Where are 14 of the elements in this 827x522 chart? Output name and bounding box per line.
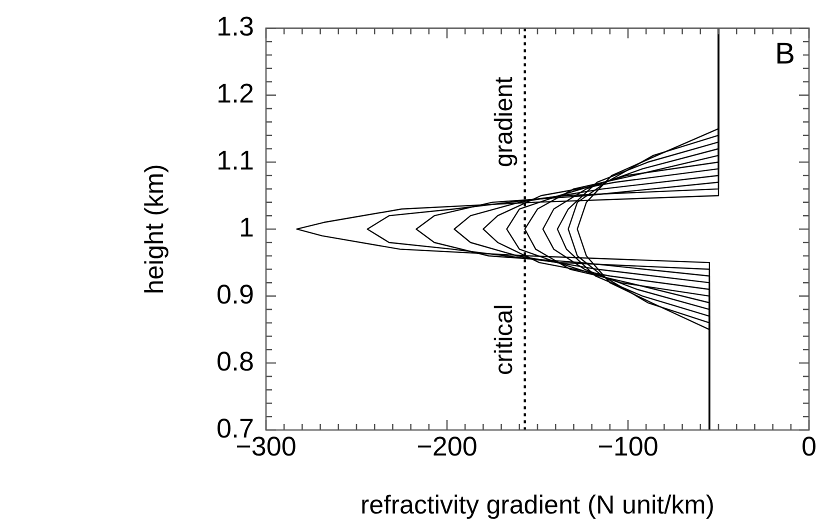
- x-tick-label: −100: [598, 432, 658, 462]
- y-tick-label: 0.8: [216, 346, 254, 376]
- y-tick-label: 1.3: [216, 12, 254, 42]
- annotation: B: [774, 37, 795, 70]
- y-tick-label: 0.9: [216, 280, 254, 310]
- annotation: critical: [490, 304, 518, 376]
- x-axis-title: refractivity gradient (N unit/km): [360, 490, 714, 520]
- annotation: gradient: [490, 76, 518, 168]
- y-tick-label: 1.1: [216, 146, 254, 176]
- y-axis-title: height (km): [138, 164, 169, 294]
- y-tick-label: 1: [238, 212, 254, 243]
- x-tick-label: −200: [416, 432, 478, 462]
- y-tick-label: 1.2: [216, 78, 254, 109]
- x-tick-label: 0: [801, 432, 817, 462]
